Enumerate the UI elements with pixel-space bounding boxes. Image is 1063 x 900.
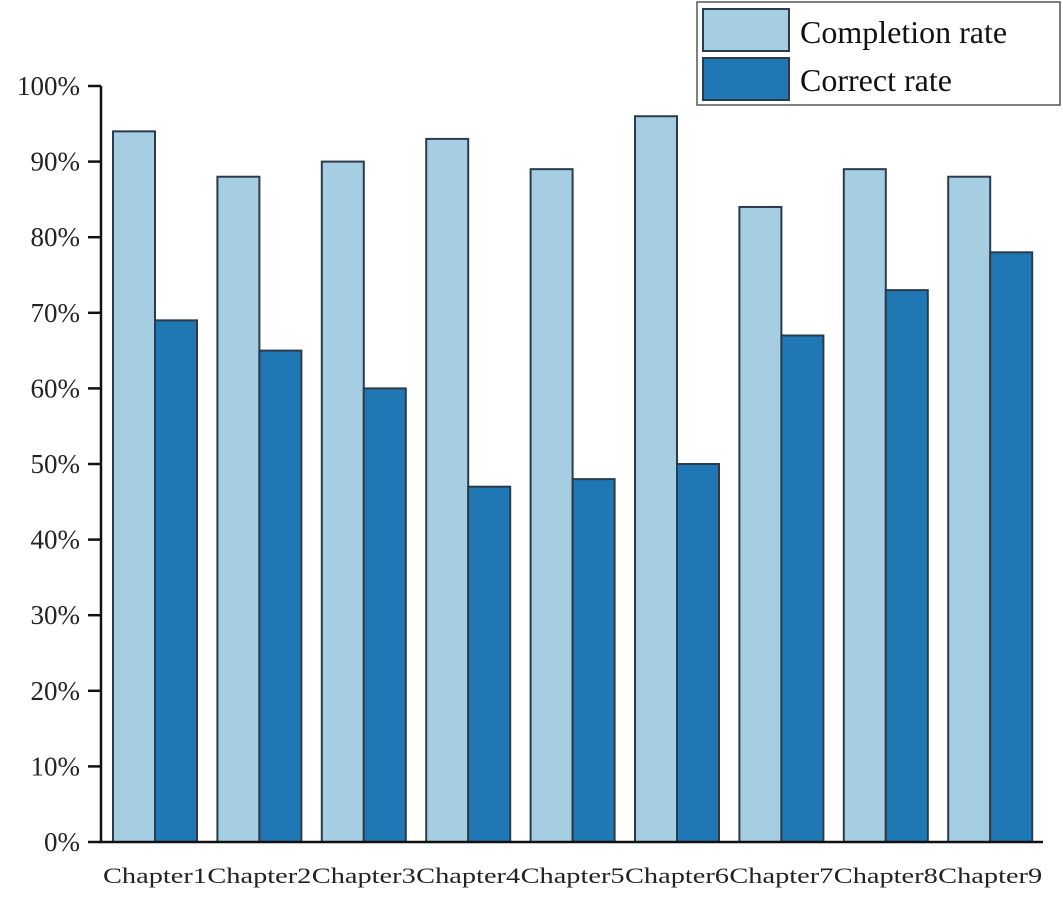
bar-completion-rate-chapter1 <box>112 130 156 844</box>
bar-correct-rate-chapter3 <box>362 387 407 843</box>
x-tick-label-chapter8: Chapter8 <box>834 863 938 888</box>
x-tick-label-chapter6: Chapter6 <box>625 863 729 888</box>
bar-correct-rate-chapter1 <box>154 319 198 843</box>
x-tick-label-chapter7: Chapter7 <box>729 863 833 888</box>
y-tick-label: 50% <box>31 449 81 479</box>
y-tick-label: 40% <box>31 525 81 555</box>
y-tick-label: 100% <box>17 71 80 101</box>
bar-correct-rate-chapter2 <box>258 349 303 843</box>
y-tick-label: 0% <box>44 827 80 857</box>
bar-completion-rate-chapter2 <box>216 175 261 844</box>
y-ticks-group: 0% 10% 20% 30% 40% 50% 60% 70% 80% 90% 100% <box>17 71 101 857</box>
y-tick-label: 20% <box>31 676 81 706</box>
x-tick-label-chapter1: Chapter1 <box>103 863 207 888</box>
x-tick-label-chapter4: Chapter4 <box>416 863 520 888</box>
bar-completion-rate-chapter5 <box>529 168 574 844</box>
bar-completion-rate-chapter8 <box>842 168 887 844</box>
bar-correct-rate-chapter7 <box>780 334 825 843</box>
bar-correct-rate-chapter4 <box>467 485 512 843</box>
bar-correct-rate-chapter9 <box>989 251 1034 843</box>
y-tick-label: 60% <box>31 373 81 403</box>
legend-label-completion-rate: Completion rate <box>800 14 1007 50</box>
bar-completion-rate-chapter7 <box>738 205 783 843</box>
bars-group <box>112 115 1034 844</box>
bar-correct-rate-chapter5 <box>571 478 616 843</box>
legend-swatch-completion-rate <box>702 8 790 52</box>
x-tick-label-chapter9: Chapter9 <box>938 863 1042 888</box>
legend-swatch-correct-rate <box>702 57 790 101</box>
y-tick-label: 80% <box>31 222 81 252</box>
y-tick-label: 90% <box>31 147 81 177</box>
bar-correct-rate-chapter8 <box>884 289 929 843</box>
x-tick-label-chapter3: Chapter3 <box>312 863 416 888</box>
x-labels-group: Chapter1 Chapter2 Chapter3 Chapter4 Chapter5… <box>103 863 1042 888</box>
x-tick-label-chapter2: Chapter2 <box>207 863 311 888</box>
legend-label-correct-rate: Correct rate <box>800 62 952 98</box>
y-tick-label: 70% <box>31 298 81 328</box>
x-tick-label-chapter5: Chapter5 <box>521 863 625 888</box>
bar-completion-rate-chapter9 <box>947 175 992 844</box>
y-tick-label: 10% <box>31 751 81 781</box>
bar-completion-rate-chapter6 <box>634 115 678 844</box>
bar-completion-rate-chapter3 <box>320 160 365 844</box>
bar-correct-rate-chapter6 <box>676 463 720 843</box>
legend: Completion rate Correct rate <box>696 1 1061 106</box>
bar-completion-rate-chapter4 <box>425 137 470 844</box>
y-tick-label: 30% <box>31 600 81 630</box>
